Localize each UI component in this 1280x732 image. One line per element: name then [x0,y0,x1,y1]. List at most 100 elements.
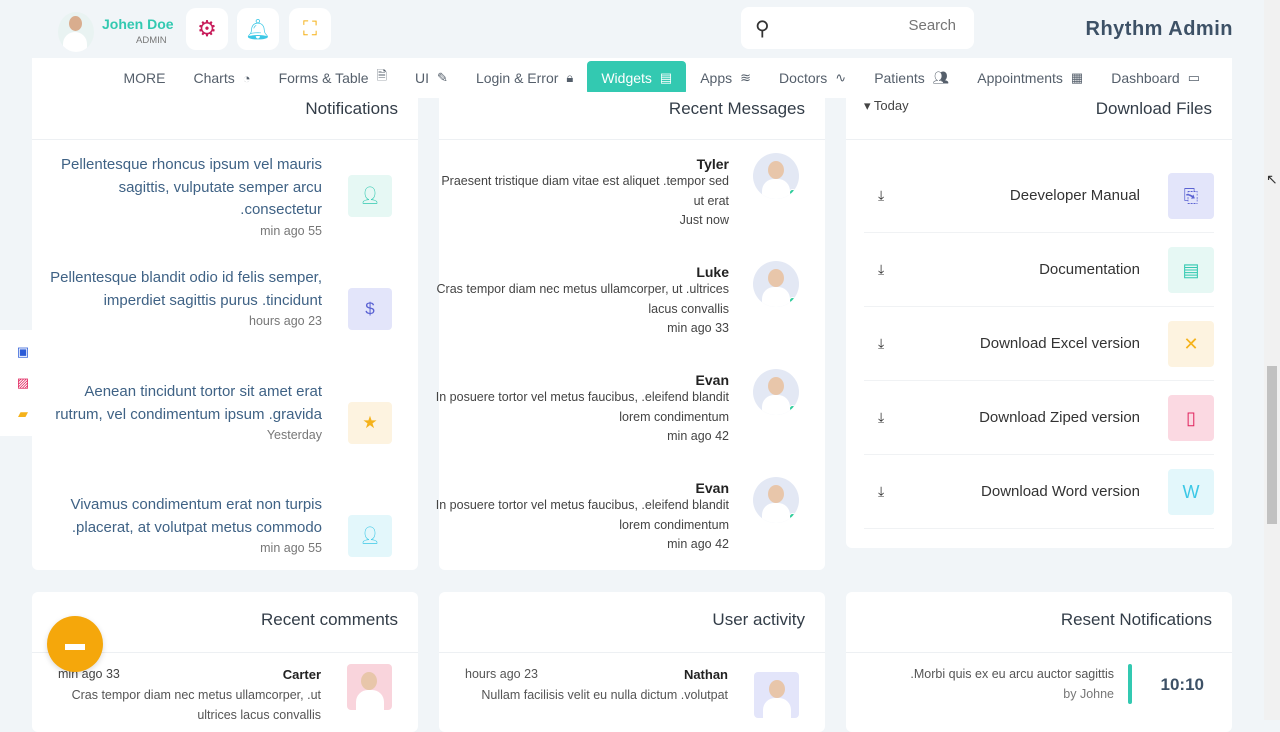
chat-fab[interactable]: ▬ [47,616,103,672]
resent-by: by Johne [1063,687,1114,701]
online-status-dot [789,513,796,520]
comment-text: Cras tempor diam nec metus ullamcorper, … [71,688,321,722]
message-item[interactable]: Tyler Praesent tristique diam vitae est a… [429,156,729,231]
nav-item-dashboard[interactable]: Dashboard ▭ [1097,61,1214,95]
nav-item-ui[interactable]: UI ✎ [401,61,462,95]
nav-item-patients[interactable]: Patients 👥︎ [860,61,963,95]
camera-icon[interactable]: ▣ [16,343,30,359]
download-item[interactable]: ⤓ Download Ziped version ▯ [864,381,1214,455]
download-label: Download Word version [981,483,1140,500]
nav-item-appointments[interactable]: Appointments ▦ [963,61,1097,95]
nav-label: Dashboard [1111,70,1180,86]
message-text: In posuere tortor vel metus faucibus, .e… [435,390,729,424]
nav-label: Login & Error [475,70,559,86]
accent-bar [1128,664,1132,704]
nav-icon: ▦ [1070,70,1084,85]
card-title: Resent Notifications [1060,610,1212,629]
user-icon: 👤︎ [348,515,392,557]
nav-item-more[interactable]: MORE [109,61,179,95]
nav-icon: ∿ [835,70,847,85]
nav-item-forms-table[interactable]: Forms & Table 🗎 [265,61,401,95]
nav-item-login-error[interactable]: Login & Error 🔒︎ [462,61,587,95]
online-status-dot [789,297,796,304]
nav-icon: ≋ [740,70,752,85]
nav-label: Charts [193,70,235,86]
nav-icon: ✎ [437,70,448,85]
search-input[interactable] [806,17,956,34]
downloads-card: ▾ Today Download Files ⤓ Deeveloper Manua… [846,92,1232,548]
download-label: Download Ziped version [979,409,1140,426]
nav-item-doctors[interactable]: Doctors ∿ [765,61,860,95]
nav-icon: 🔒︎ [566,70,574,85]
pdf-icon: ⎘ [1168,173,1214,219]
activity-text: Nullam facilisis velit eu nulla dictum .… [481,688,728,702]
message-item[interactable]: Luke Cras tempor diam nec metus ullamcorp… [429,264,729,339]
notification-item[interactable]: Pellentesque blandit odio id felis sempe… [42,267,322,328]
sender-avatar [753,369,799,415]
search-box[interactable]: ⚲ [741,7,974,49]
messages-card: Recent Messages Tyler Praesent tristique … [436,92,825,570]
online-status-dot [789,189,796,196]
notification-item[interactable]: Pellentesque rhoncus ipsum vel mauris sa… [42,154,322,238]
excel-icon: ✕ [1168,321,1214,367]
message-text: In posuere tortor vel metus faucibus, .e… [435,498,729,532]
message-item[interactable]: Evan In posuere tortor vel metus faucibus… [429,480,729,555]
download-label: Download Excel version [979,335,1140,352]
notification-time: hours ago 23 [249,314,322,328]
scrollbar-thumb[interactable] [1267,366,1277,524]
download-icon[interactable]: ⤓ [878,483,885,499]
gear-icon: ⚙ [197,16,217,41]
notification-item[interactable]: Vivamus condimentum erat non turpis .pla… [42,494,322,555]
download-icon[interactable]: ⤓ [878,409,885,425]
download-item[interactable]: ⤓ Documentation ▤ [864,233,1214,307]
nav-item-charts[interactable]: Charts ◔ [179,61,264,95]
notifications-card: Notifications Pellentesque rhoncus ipsum… [32,92,418,570]
download-icon[interactable]: ⤓ [878,335,885,351]
message-item[interactable]: Evan In posuere tortor vel metus faucibus… [429,372,729,447]
nav-item-widgets[interactable]: Widgets ▤ [587,61,687,95]
notification-text: Pellentesque rhoncus ipsum vel mauris sa… [61,156,322,218]
filter-label: Today [873,98,909,113]
notification-time: min ago 55 [260,541,322,555]
commenter-avatar [347,664,392,710]
sender-avatar [753,477,799,523]
fullscreen-button[interactable]: ⛶ [289,8,331,50]
notification-time: min ago 55 [260,223,322,238]
bell-icon: 🔔︎ [245,18,271,41]
dollar-icon: $ [348,288,392,330]
user-role: ADMIN [136,35,167,46]
doc-icon: ▤ [1168,247,1214,293]
download-icon[interactable]: ⤓ [878,261,885,277]
filter-dropdown[interactable]: ▾ Today [864,98,909,113]
notification-text: Pellentesque blandit odio id felis sempe… [50,269,322,309]
sender-avatar [753,261,799,307]
image-icon[interactable]: ▨ [16,374,30,390]
nav-item-apps[interactable]: Apps ≋ [686,61,765,95]
download-item[interactable]: ⤓ Deeveloper Manual ⎘ [864,159,1214,233]
message-text: Praesent tristique diam vitae est alique… [441,174,729,208]
message-time: min ago 33 [667,321,729,335]
search-icon: ⚲ [755,18,770,40]
card-title: User activity [712,610,805,629]
nav-label: Apps [700,70,733,86]
user-icon: 👤︎ [348,175,392,217]
message-sender: Evan [695,372,729,388]
online-status-dot [789,405,796,412]
download-icon[interactable]: ⤓ [878,187,885,203]
download-item[interactable]: ⤓ Download Word version W [864,455,1214,529]
download-item[interactable]: ⤓ Download Excel version ✕ [864,307,1214,381]
brand-title: Rhythm Admin [1085,18,1233,40]
nav-label: MORE [123,70,166,86]
settings-button[interactable]: ⚙ [186,8,228,50]
nav-label: Appointments [977,70,1063,86]
message-sender: Evan [695,480,729,496]
notification-item[interactable]: Aenean tincidunt tortor sit amet erat ru… [42,381,322,442]
user-avatar[interactable] [58,12,94,52]
scrollbar[interactable] [1264,0,1280,720]
chat-icon[interactable]: ▰ [18,406,28,422]
side-toolbar: ▣ ▨ ▰ [0,330,46,436]
sender-avatar [753,153,799,199]
notifications-button[interactable]: 🔔︎ [237,8,279,50]
nav-label: Forms & Table [278,70,369,86]
card-title: Recent Messages [668,99,805,118]
